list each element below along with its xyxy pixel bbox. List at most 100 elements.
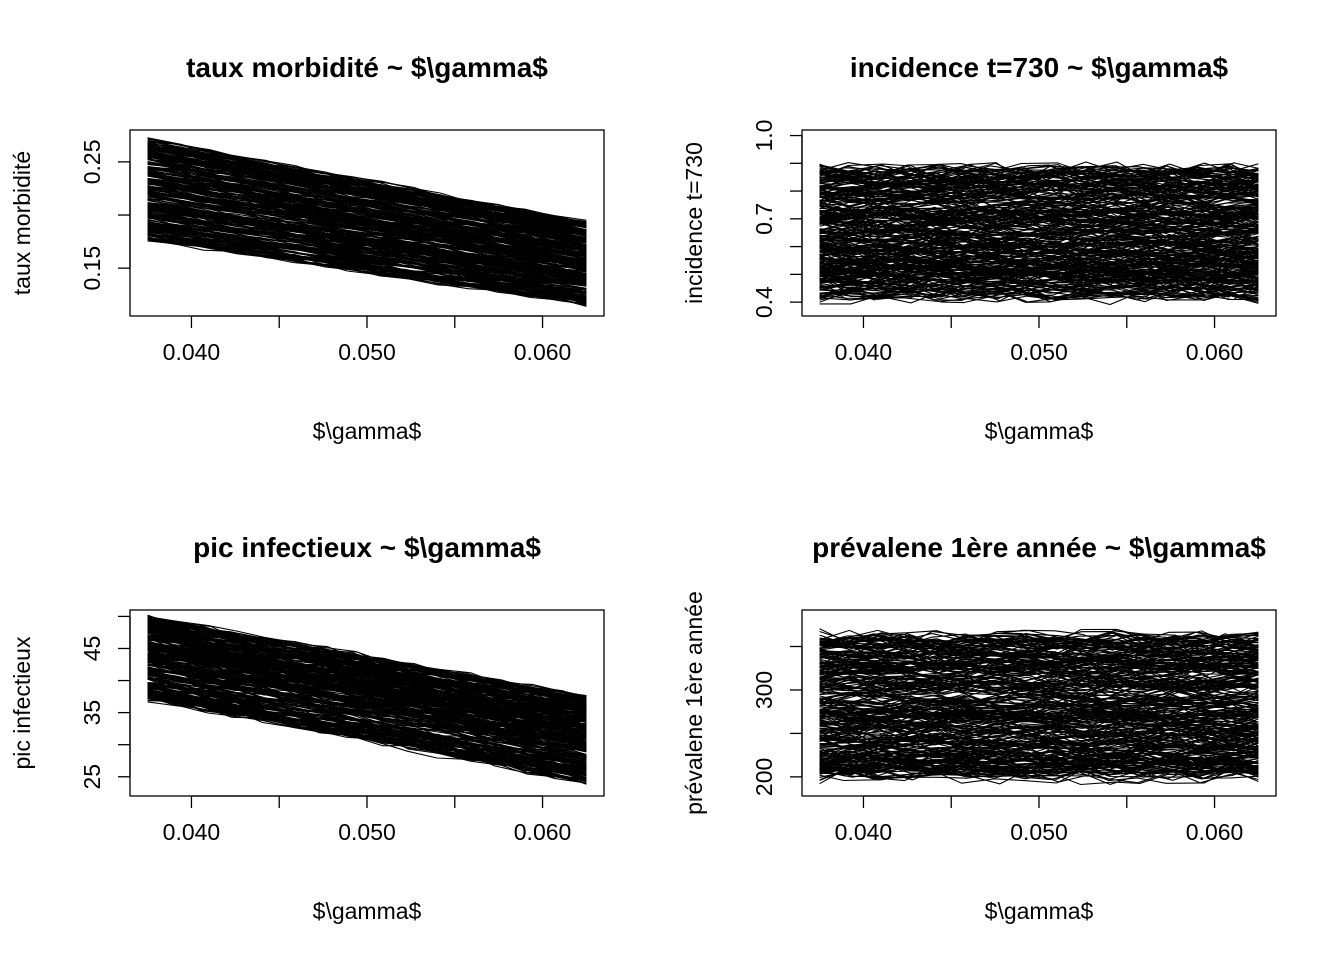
series-line xyxy=(819,173,1259,189)
series-line xyxy=(147,656,587,738)
series-line xyxy=(147,145,587,227)
series-line xyxy=(819,658,1259,675)
x-tick-label: 0.040 xyxy=(163,339,221,365)
series-line xyxy=(819,750,1259,767)
series-line xyxy=(819,242,1259,258)
series-line xyxy=(819,653,1259,667)
series-line xyxy=(819,207,1259,225)
series-line xyxy=(147,623,587,705)
series-line xyxy=(147,664,587,746)
series-line xyxy=(819,646,1259,662)
plot-lines xyxy=(819,161,1259,306)
series-line xyxy=(147,654,587,738)
series-line xyxy=(147,630,587,712)
series-line xyxy=(819,266,1259,283)
series-line xyxy=(147,682,587,769)
series-line xyxy=(147,177,587,257)
series-line xyxy=(819,688,1259,704)
series-line xyxy=(819,214,1259,232)
x-axis-label: $\gamma$ xyxy=(985,418,1094,444)
series-line xyxy=(819,730,1259,747)
x-tick-label: 0.050 xyxy=(1010,339,1068,365)
series-line xyxy=(147,178,587,256)
series-line xyxy=(819,253,1259,271)
series-line xyxy=(819,728,1259,745)
series-line xyxy=(819,683,1259,697)
series-line xyxy=(819,745,1259,762)
plot-frame xyxy=(129,609,605,797)
series-line xyxy=(819,240,1259,258)
series-line xyxy=(147,166,587,248)
y-axis-label: taux morbidité xyxy=(9,151,35,295)
chart-title: taux morbidité ~ $\gamma$ xyxy=(186,52,548,83)
y-tick-label: 0.4 xyxy=(751,286,777,318)
series-line xyxy=(819,255,1259,270)
series-line xyxy=(147,203,587,275)
y-tick-label: 45 xyxy=(79,636,105,662)
series-line xyxy=(147,643,587,722)
series-line xyxy=(819,169,1259,187)
series-line xyxy=(147,628,587,710)
series-line xyxy=(147,157,587,239)
series-line xyxy=(819,661,1259,676)
series-line xyxy=(819,758,1259,773)
series-line xyxy=(147,673,587,756)
y-tick-label: 300 xyxy=(751,671,777,709)
series-line xyxy=(819,205,1259,223)
plot-lines xyxy=(819,628,1259,786)
series-line xyxy=(147,206,587,280)
series-line xyxy=(819,280,1259,298)
series-line xyxy=(819,669,1259,686)
x-tick-label: 0.040 xyxy=(163,819,221,845)
series-line xyxy=(147,168,587,247)
x-axis-label: $\gamma$ xyxy=(313,418,422,444)
series-line xyxy=(819,642,1259,658)
series-line xyxy=(819,744,1259,758)
series-line xyxy=(147,695,587,780)
series-line xyxy=(819,250,1259,268)
series-line xyxy=(819,723,1259,737)
series-line xyxy=(819,256,1259,274)
series-line xyxy=(819,706,1259,720)
series-line xyxy=(819,264,1259,281)
series-line xyxy=(147,626,587,709)
series-line xyxy=(147,623,587,707)
chart-title: prévalene 1ère année ~ $\gamma$ xyxy=(812,532,1266,563)
series-line xyxy=(147,629,587,713)
y-tick-label: 0.25 xyxy=(79,140,105,185)
plot-frame xyxy=(801,129,1277,317)
series-line xyxy=(147,647,587,731)
x-tick-label: 0.050 xyxy=(338,339,396,365)
series-line xyxy=(147,620,587,702)
series-line xyxy=(819,648,1259,665)
series-line xyxy=(147,697,587,784)
panel-prevalene-1ere-annee: prévalene 1ère année ~ $\gamma$ $\gamma$… xyxy=(681,532,1277,924)
x-tick-label: 0.040 xyxy=(835,819,893,845)
x-tick-label: 0.060 xyxy=(1186,339,1244,365)
series-line xyxy=(147,187,587,263)
y-tick-label: 200 xyxy=(751,758,777,796)
series-line xyxy=(819,204,1259,221)
y-axis-label: incidence t=730 xyxy=(681,142,707,304)
series-line xyxy=(147,205,587,281)
plot-lines xyxy=(147,614,587,785)
series-line xyxy=(819,678,1259,694)
series-line xyxy=(147,636,587,721)
series-line xyxy=(147,140,587,223)
series-line xyxy=(819,714,1259,730)
series-line xyxy=(819,648,1259,665)
y-tick-label: 35 xyxy=(79,700,105,726)
series-line xyxy=(819,636,1259,651)
series-line xyxy=(147,188,587,262)
series-line xyxy=(819,216,1259,233)
axes: 0.040 0.050 0.060 0.15 0.25 xyxy=(79,140,571,365)
chart-title: pic infectieux ~ $\gamma$ xyxy=(193,532,541,563)
y-tick-label: 0.15 xyxy=(79,246,105,291)
series-line xyxy=(819,636,1259,650)
series-line xyxy=(147,673,587,758)
series-line xyxy=(819,666,1259,683)
series-line xyxy=(147,233,587,301)
series-line xyxy=(819,683,1259,700)
series-line xyxy=(147,215,587,285)
series-line xyxy=(819,673,1259,690)
